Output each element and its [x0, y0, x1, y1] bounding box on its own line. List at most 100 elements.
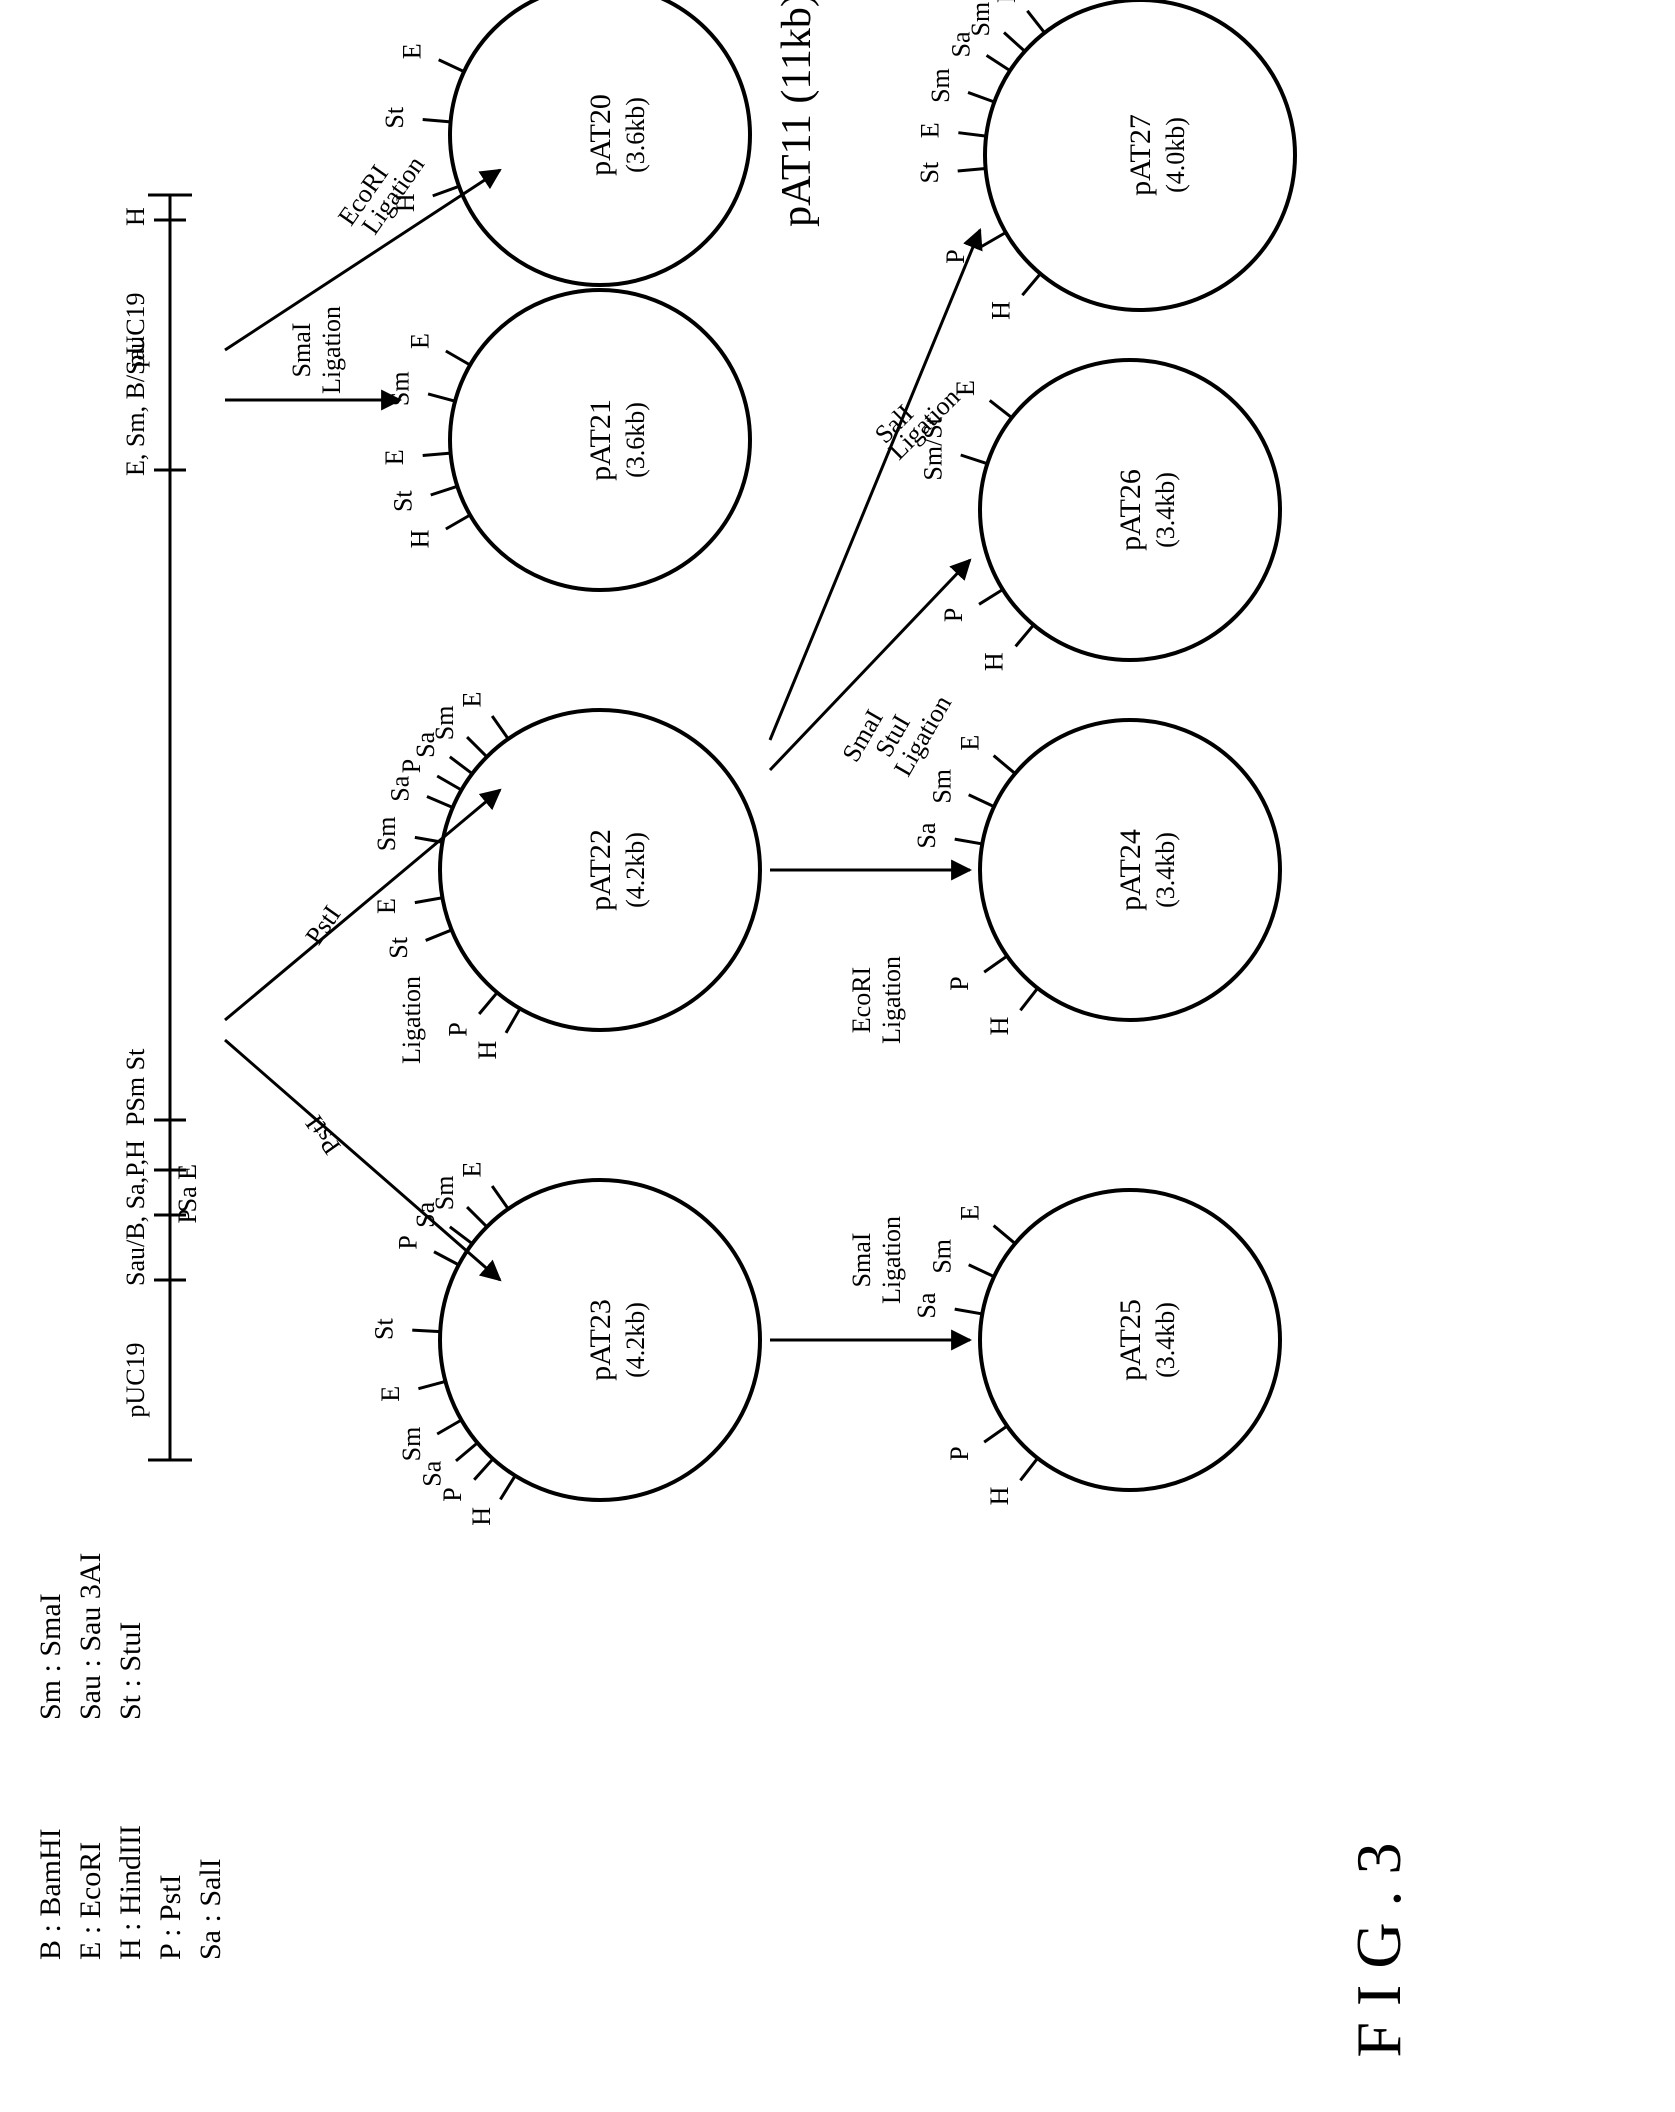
site-tick	[479, 993, 497, 1014]
site-label: H	[985, 1486, 1014, 1505]
site-tick	[987, 55, 1010, 70]
linear-map-label: P	[173, 1209, 202, 1223]
site-tick	[437, 776, 461, 790]
site-tick	[955, 1309, 983, 1314]
site-tick	[474, 1459, 493, 1480]
site-tick	[426, 930, 452, 940]
plasmid-size: (3.4kb)	[1151, 1302, 1180, 1378]
site-tick	[994, 1226, 1015, 1244]
process-label: SmaI	[287, 323, 316, 378]
process-label: EcoRI	[847, 967, 876, 1033]
site-tick	[423, 453, 451, 455]
site-label: E	[992, 0, 1021, 3]
site-tick	[450, 1227, 472, 1244]
site-label: H	[987, 301, 1016, 320]
site-label: H	[980, 652, 1009, 671]
process-label: PstI	[300, 900, 347, 950]
site-label: P	[939, 608, 968, 622]
site-label: Sa	[411, 731, 440, 757]
site-tick	[984, 956, 1007, 972]
site-tick	[434, 1252, 459, 1265]
site-label: Sa	[912, 822, 941, 848]
site-label: P	[945, 976, 974, 990]
plasmid-name: pAT25	[1114, 1299, 1147, 1381]
process-label: PstI	[300, 1110, 347, 1160]
site-tick	[467, 737, 487, 757]
site-tick	[968, 92, 994, 102]
legend-key: Sau : Sau 3AI	[74, 1553, 107, 1721]
site-label: St	[369, 1317, 398, 1339]
site-label: E	[372, 898, 401, 914]
legend-key: Sm : SmaI	[34, 1593, 67, 1720]
site-label: P	[393, 1235, 422, 1249]
legend-key: E : EcoRI	[74, 1842, 107, 1960]
site-label: P	[945, 1446, 974, 1460]
site-tick	[431, 486, 458, 495]
linear-map-label: Sa E	[173, 1164, 202, 1212]
site-label: Sm	[928, 1239, 957, 1274]
site-label: P	[397, 759, 426, 773]
site-label: Sa	[411, 1201, 440, 1227]
site-label: E	[458, 1162, 487, 1178]
site-tick	[467, 1207, 487, 1227]
site-tick	[437, 1420, 461, 1434]
process-arrow	[225, 1040, 500, 1280]
site-label: E	[955, 735, 984, 751]
site-label: E	[951, 380, 980, 396]
site-tick	[446, 515, 470, 529]
site-tick	[1022, 274, 1040, 295]
site-tick	[423, 119, 451, 121]
plasmid-name: pAT24	[1114, 829, 1147, 911]
site-label: Sa	[418, 1460, 447, 1486]
plasmid-size: (4.0kb)	[1161, 117, 1190, 193]
site-tick	[492, 1186, 508, 1209]
site-label: E	[406, 333, 435, 349]
puc19-label: pUC19	[121, 292, 150, 367]
linear-map-label: H	[121, 207, 150, 226]
site-label: H	[985, 1016, 1014, 1035]
site-tick	[492, 716, 508, 739]
plasmid-name: pAT26	[1114, 469, 1147, 551]
site-tick	[1004, 33, 1025, 52]
plasmid-name: pAT21	[584, 399, 617, 481]
site-label: Sm	[928, 769, 957, 804]
site-tick	[958, 133, 986, 136]
site-label: P	[438, 1487, 467, 1501]
site-label: Sm	[397, 1427, 426, 1462]
plasmid-name: pAT27	[1124, 114, 1157, 196]
site-label: St	[389, 490, 418, 512]
process-arrow	[225, 790, 500, 1020]
process-label: Ligation	[877, 1216, 906, 1304]
linear-map-label: PSm St	[121, 1048, 150, 1126]
site-tick	[955, 839, 983, 844]
site-label: Sa	[947, 31, 976, 57]
site-label: Sa	[912, 1292, 941, 1318]
plasmid-size: (3.6kb)	[621, 97, 650, 173]
site-label: H	[473, 1041, 502, 1060]
plasmid-size: (4.2kb)	[621, 832, 650, 908]
process-label: Ligation	[317, 306, 346, 394]
site-tick	[969, 1265, 994, 1277]
site-label: E	[458, 692, 487, 708]
site-label: E	[376, 1386, 405, 1402]
site-label: P	[443, 1022, 472, 1036]
site-tick	[439, 60, 464, 72]
site-tick	[969, 795, 994, 807]
legend-key: B : BamHI	[34, 1828, 67, 1960]
site-label: St	[915, 161, 944, 183]
site-label: E	[398, 43, 427, 59]
site-label: H	[467, 1507, 496, 1526]
site-label: E	[955, 1205, 984, 1221]
site-label: Sm/St	[919, 416, 948, 480]
site-tick	[418, 1381, 445, 1388]
site-tick	[984, 1426, 1007, 1442]
site-label: H	[406, 529, 435, 548]
process-label: Ligation	[397, 976, 426, 1064]
site-label: Sm	[386, 371, 415, 406]
site-tick	[415, 898, 443, 903]
plasmid-name: pAT22	[584, 829, 617, 911]
plasmid-size: (3.4kb)	[1151, 472, 1180, 548]
site-label: St	[380, 106, 409, 128]
puc19-label: pUC19	[121, 1342, 150, 1417]
plasmid-name: pAT23	[584, 1299, 617, 1381]
